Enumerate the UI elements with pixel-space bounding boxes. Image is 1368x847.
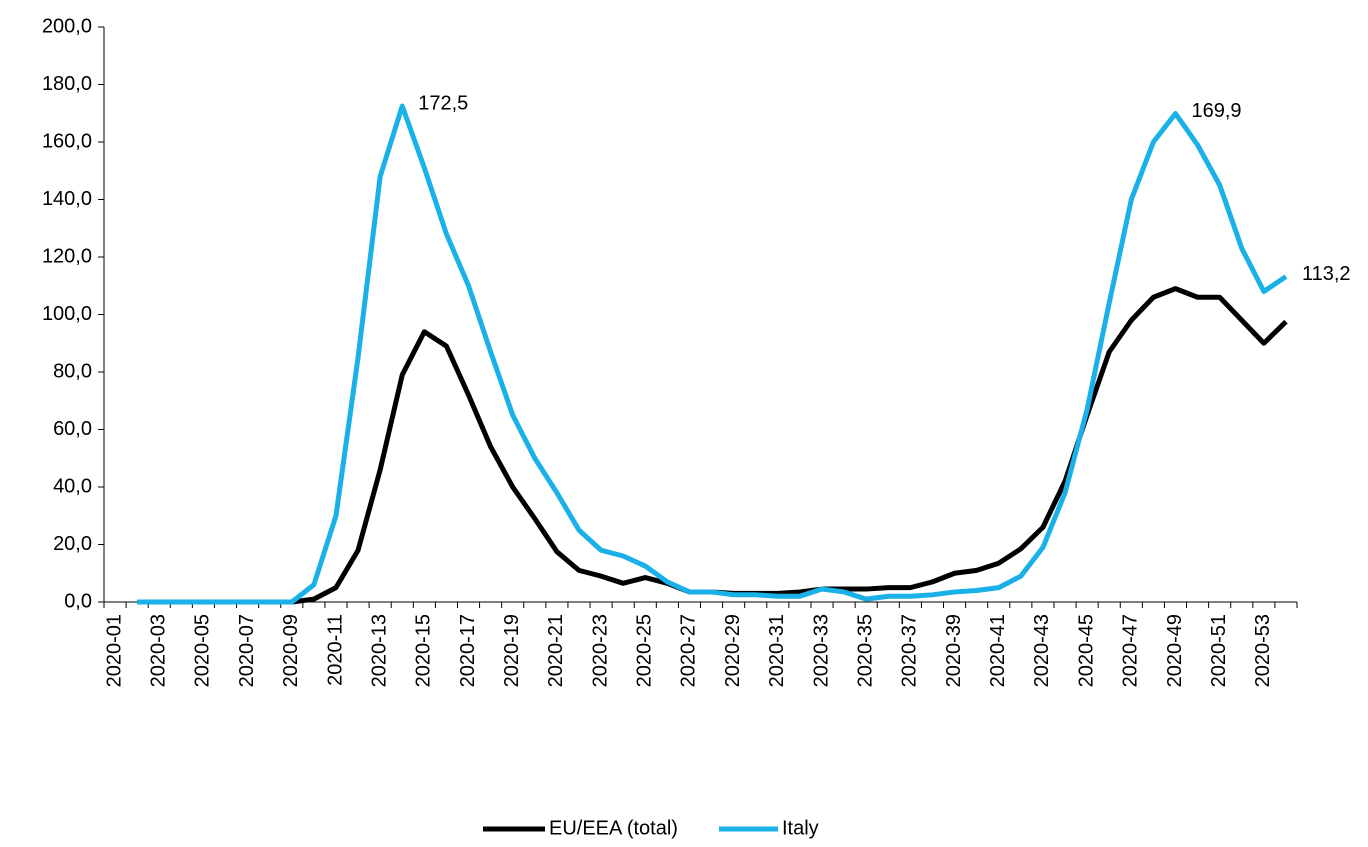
x-tick-label: 2020-43 [1031,614,1053,687]
y-tick-label: 100,0 [42,303,92,325]
x-tick-label: 2020-29 [722,614,744,687]
x-tick-label: 2020-27 [678,614,700,687]
x-tick-label: 2020-13 [368,614,390,687]
y-tick-label: 80,0 [53,360,92,382]
x-tick-label: 2020-31 [766,614,788,687]
y-tick-label: 60,0 [53,418,92,440]
x-tick-label: 2020-05 [192,614,214,687]
value-label: 113,2 [1302,263,1351,285]
y-tick-label: 40,0 [53,475,92,497]
series-line [137,286,1288,605]
y-tick-label: 140,0 [42,188,92,210]
x-tick-label: 2020-53 [1252,614,1274,687]
y-tick-label: 180,0 [42,73,92,95]
x-tick-label: 2020-33 [810,614,832,687]
x-tick-label: 2020-21 [545,614,567,687]
y-tick-label: 160,0 [42,130,92,152]
x-tick-label: 2020-45 [1075,614,1097,687]
x-tick-label: 2020-23 [589,614,611,687]
x-tick-label: 2020-07 [236,614,258,687]
x-tick-label: 2020-15 [413,614,435,687]
x-tick-label: 2020-49 [1164,614,1186,687]
y-tick-label: 0,0 [64,590,92,612]
y-tick-label: 120,0 [42,245,92,267]
x-tick-label: 2020-39 [943,614,965,687]
x-tick-label: 2020-51 [1208,614,1230,687]
x-tick-label: 2020-47 [1120,614,1142,687]
x-tick-label: 2020-25 [634,614,656,687]
y-tick-label: 20,0 [53,533,92,555]
x-tick-label: 2020-35 [854,614,876,687]
x-tick-label: 2020-03 [148,614,170,687]
value-label: 169,9 [1191,100,1241,122]
x-tick-label: 2020-41 [987,614,1009,687]
legend-label: EU/EEA (total) [549,817,678,839]
x-tick-label: 2020-01 [103,614,125,687]
x-tick-label: 2020-11 [324,614,346,686]
series-line [137,103,1288,605]
value-label: 172,5 [418,92,468,114]
x-tick-label: 2020-09 [280,614,302,687]
y-tick-label: 200,0 [42,15,92,37]
x-tick-label: 2020-17 [457,614,479,687]
x-tick-label: 2020-37 [899,614,921,687]
x-tick-label: 2020-19 [501,614,523,687]
legend-label: Italy [782,817,819,839]
